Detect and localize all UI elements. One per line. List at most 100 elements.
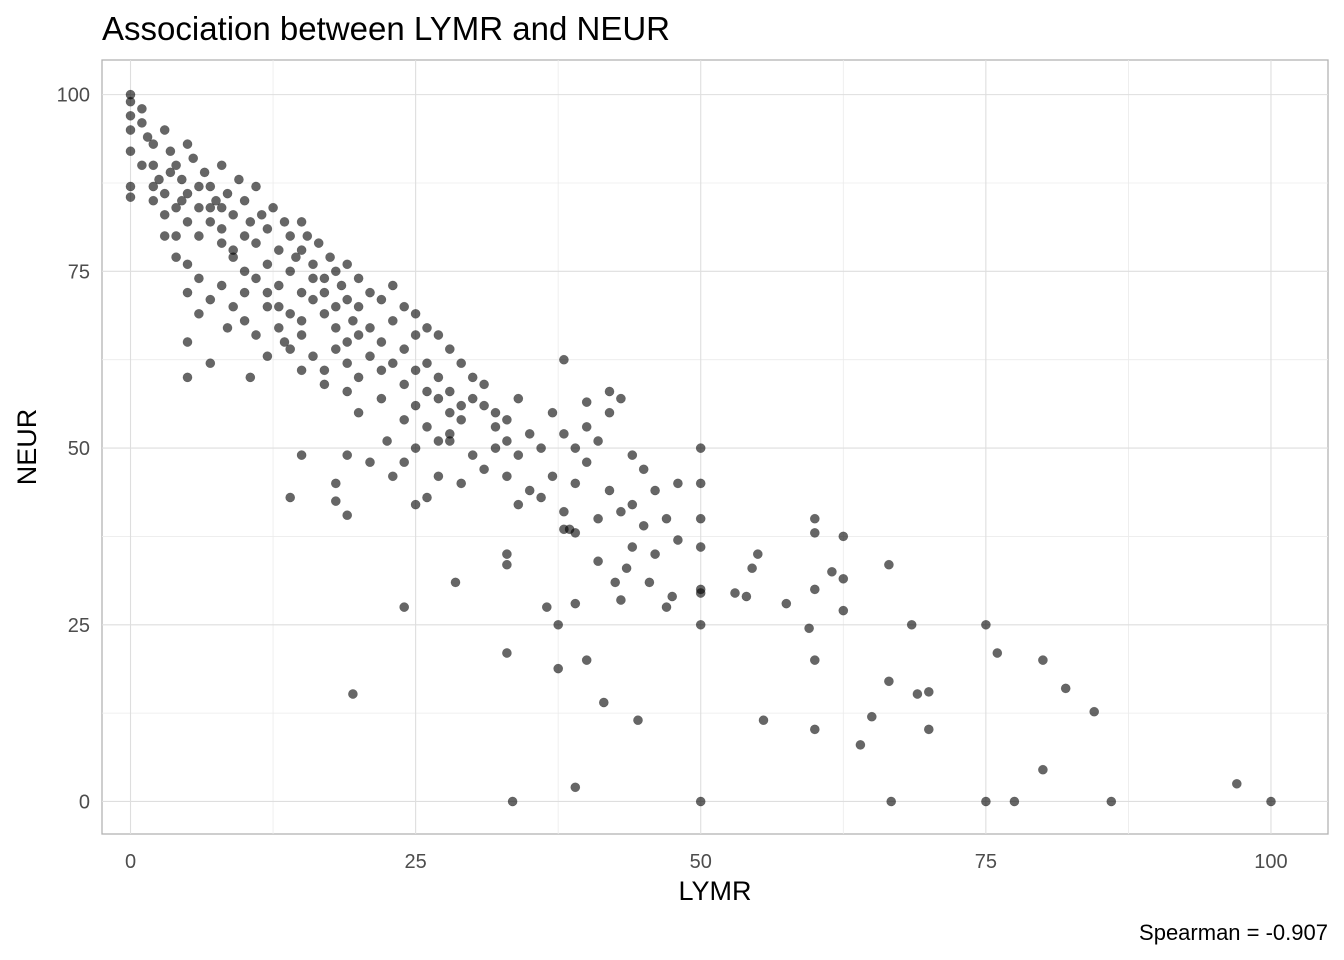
- data-point: [809, 655, 820, 665]
- data-point: [695, 588, 706, 598]
- data-point: [216, 160, 227, 171]
- data-point: [422, 386, 432, 397]
- data-point: [673, 478, 683, 489]
- data-point: [222, 188, 233, 199]
- data-point: [239, 287, 250, 298]
- data-point: [308, 294, 318, 305]
- data-point: [296, 450, 307, 460]
- data-point: [513, 499, 524, 510]
- data-point: [387, 471, 398, 482]
- data-point: [559, 429, 569, 439]
- data-point: [695, 443, 706, 453]
- data-point: [279, 337, 290, 347]
- data-point: [627, 450, 638, 460]
- data-point: [490, 422, 501, 432]
- data-point: [125, 181, 136, 192]
- data-point: [399, 602, 410, 612]
- x-tick-label: 75: [975, 851, 997, 873]
- data-point: [273, 245, 284, 255]
- data-point: [444, 407, 455, 418]
- data-point: [644, 577, 655, 588]
- data-point: [182, 372, 193, 383]
- data-point: [353, 273, 364, 284]
- data-point: [838, 605, 849, 616]
- data-point: [467, 393, 478, 404]
- data-point: [507, 796, 518, 807]
- data-point: [245, 372, 256, 383]
- data-point: [410, 330, 421, 340]
- data-point: [456, 478, 467, 489]
- data-point: [239, 266, 250, 277]
- data-point: [444, 436, 455, 446]
- data-point: [239, 315, 250, 326]
- data-point: [410, 443, 421, 453]
- data-point: [581, 655, 592, 665]
- data-point: [433, 393, 444, 404]
- data-point: [809, 528, 820, 538]
- data-point: [353, 407, 364, 418]
- data-point: [330, 496, 341, 506]
- data-point: [319, 365, 330, 376]
- x-axis-title: LYMR: [678, 876, 751, 906]
- data-point: [502, 436, 512, 446]
- data-point: [176, 195, 187, 206]
- data-point: [330, 323, 341, 333]
- data-point: [125, 110, 136, 121]
- data-point: [638, 520, 649, 531]
- data-point: [148, 195, 159, 206]
- data-point: [502, 414, 512, 425]
- data-point: [456, 414, 467, 425]
- data-point: [342, 259, 353, 270]
- data-point: [598, 697, 609, 708]
- data-point: [809, 584, 820, 595]
- y-tick-label: 0: [79, 791, 90, 813]
- x-axis-ticks: 0 25 50 75 100: [125, 851, 1288, 873]
- data-point: [410, 308, 421, 319]
- data-point: [422, 323, 432, 333]
- data-point: [365, 323, 375, 333]
- data-point: [633, 715, 643, 726]
- data-point: [1089, 706, 1100, 717]
- data-point: [342, 358, 353, 369]
- data-point: [205, 217, 216, 227]
- data-point: [667, 591, 678, 602]
- data-point: [581, 422, 592, 432]
- data-point: [273, 280, 284, 291]
- data-point: [593, 556, 603, 567]
- data-point: [570, 478, 581, 489]
- y-tick-label: 50: [68, 438, 90, 460]
- data-point: [912, 689, 923, 699]
- data-point: [399, 379, 410, 390]
- data-point: [422, 358, 432, 369]
- data-point: [176, 174, 187, 185]
- data-point: [661, 513, 672, 524]
- y-tick-label: 100: [57, 85, 90, 107]
- data-point: [923, 724, 934, 735]
- data-point: [348, 689, 358, 699]
- data-point: [182, 139, 193, 149]
- data-point: [262, 259, 273, 270]
- data-point: [182, 188, 193, 199]
- data-point: [479, 379, 489, 390]
- data-point: [228, 301, 239, 312]
- data-point: [342, 386, 353, 397]
- data-point: [291, 252, 301, 263]
- data-point: [524, 429, 535, 439]
- data-point: [171, 231, 181, 241]
- data-point: [302, 231, 313, 241]
- y-tick-label: 25: [68, 615, 90, 637]
- data-point: [923, 687, 934, 697]
- data-point: [342, 337, 353, 347]
- data-point: [262, 351, 273, 362]
- data-point: [661, 602, 672, 612]
- data-point: [593, 513, 603, 524]
- data-point: [433, 436, 444, 446]
- data-point: [730, 588, 740, 598]
- data-point: [638, 464, 649, 475]
- data-point: [194, 273, 204, 284]
- data-point: [262, 301, 273, 312]
- data-point: [695, 796, 706, 807]
- data-point: [182, 259, 193, 270]
- data-point: [376, 337, 387, 347]
